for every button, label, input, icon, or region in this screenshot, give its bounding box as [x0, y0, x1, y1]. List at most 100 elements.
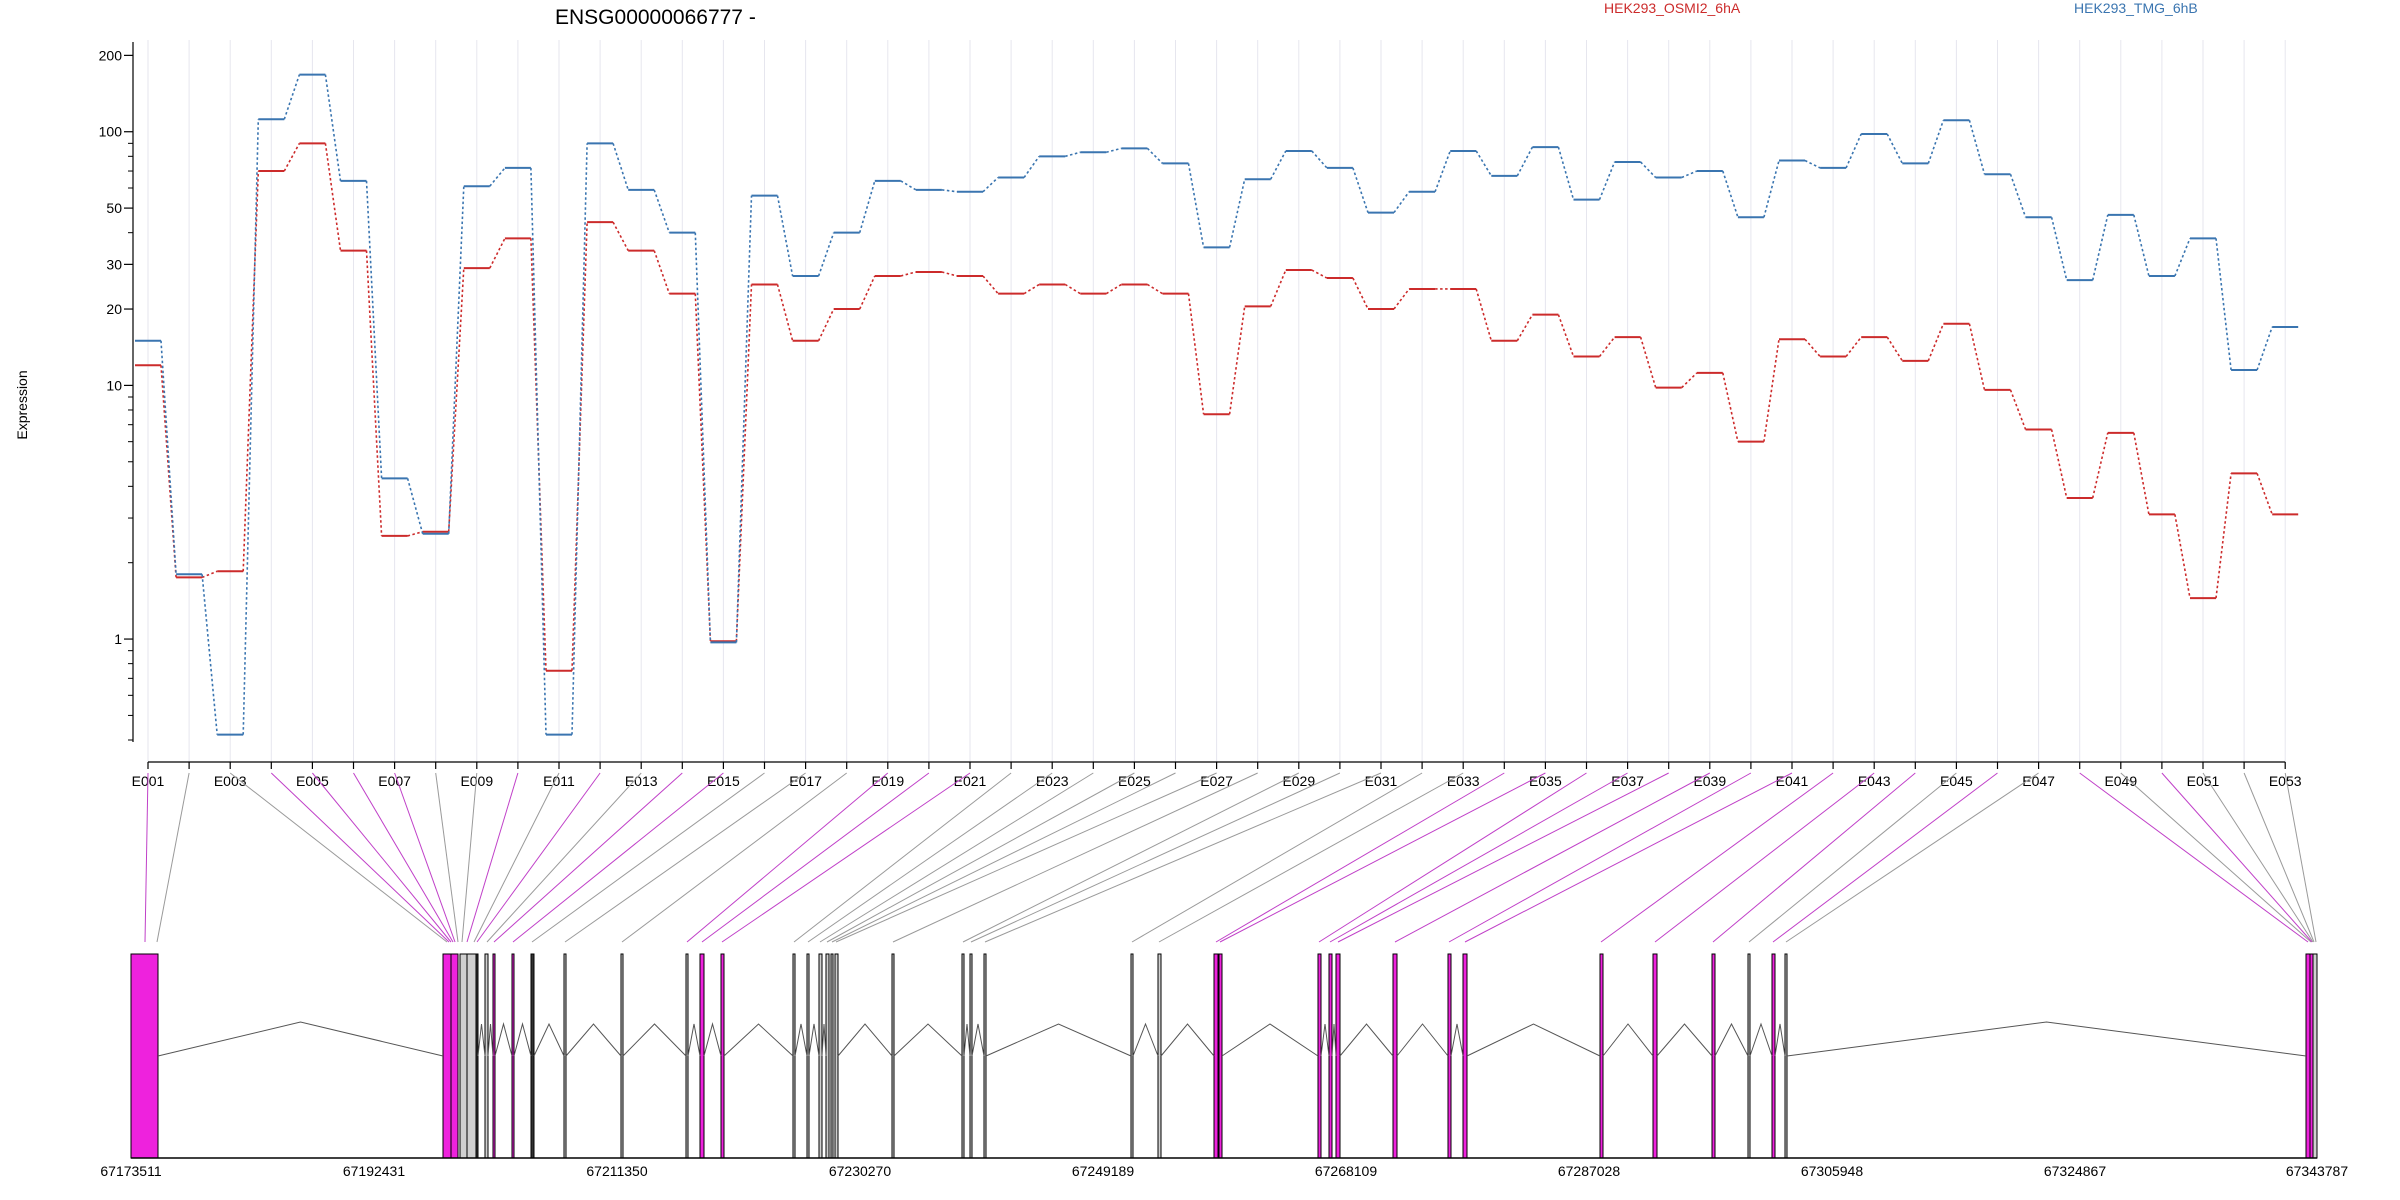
- series-connector: [283, 142, 301, 172]
- intron-line: [1602, 1023, 1654, 1057]
- series-connector: [406, 478, 424, 535]
- series-connector: [1845, 133, 1862, 169]
- exon-connector: [1318, 772, 1587, 943]
- series-connector: [1763, 160, 1780, 218]
- exon-block: [1328, 953, 1333, 1159]
- exon-connector: [144, 772, 149, 943]
- intron-line: [1396, 1023, 1449, 1057]
- genome-tick-label: 67343787: [2286, 1163, 2349, 1179]
- x-tick-label: E013: [625, 773, 658, 789]
- x-tick-label: E047: [2022, 773, 2055, 789]
- series-connector: [2133, 214, 2150, 277]
- intron-line: [985, 1023, 1132, 1057]
- series-connector: [447, 186, 465, 534]
- exon-connector: [394, 772, 456, 943]
- vertical-gridlines: [147, 40, 2286, 762]
- x-tick-label: E011: [543, 773, 575, 789]
- exon-connector: [512, 772, 724, 943]
- exon-connector: [1448, 772, 1752, 943]
- intron-line: [808, 1023, 820, 1057]
- series-connector: [201, 570, 218, 579]
- exon-block: [891, 953, 895, 1159]
- x-tick-label: E035: [1529, 773, 1562, 789]
- intron-line: [723, 1023, 794, 1057]
- exon-connector: [2243, 772, 2315, 943]
- exon-connector: [1337, 772, 1669, 943]
- series-connector: [1105, 283, 1122, 295]
- series-connector: [1311, 269, 1328, 279]
- exon-connector: [466, 772, 519, 943]
- genome-tick-label: 67268109: [1315, 1163, 1378, 1179]
- exon-connector: [1712, 772, 1916, 943]
- exon-block: [2305, 953, 2311, 1159]
- intron-line: [1786, 1021, 2307, 1057]
- x-tick-label: E019: [871, 773, 904, 789]
- series-connector: [283, 74, 301, 120]
- series-connector: [530, 167, 547, 735]
- exon-connector: [531, 772, 765, 943]
- series-connector: [2215, 473, 2232, 599]
- exon-connector: [970, 772, 1341, 943]
- exon-connector: [1772, 772, 1998, 943]
- exon-connector: [892, 772, 1258, 943]
- genome-tick-label: 67211350: [586, 1163, 647, 1179]
- intron-line: [1714, 1022, 1749, 1057]
- exon-connector: [1329, 772, 1628, 943]
- exon-connector: [807, 772, 1053, 943]
- series-connector: [365, 250, 383, 536]
- series-connector: [982, 176, 999, 193]
- exon-connector: [721, 772, 971, 943]
- exon-connector: [473, 772, 560, 943]
- series-connector: [2256, 473, 2273, 515]
- y-tick-label: 20: [106, 301, 122, 317]
- exon-connector: [1600, 772, 1834, 943]
- series-connector: [982, 275, 999, 295]
- series-connector: [735, 284, 753, 642]
- exon-block: [961, 953, 965, 1159]
- series-connector: [735, 195, 753, 643]
- series-connector: [1516, 146, 1534, 177]
- series-connector: [900, 271, 917, 277]
- exon-block: [1218, 953, 1223, 1159]
- series-connector: [941, 271, 958, 277]
- exon-connector: [835, 772, 1217, 943]
- intron-line: [1339, 1023, 1394, 1057]
- exon-connector: [686, 772, 889, 943]
- exon-block: [685, 953, 689, 1159]
- x-tick-label: E049: [2104, 773, 2137, 789]
- series-connector: [817, 308, 835, 342]
- genome-tick-label: 67287028: [1558, 1163, 1621, 1179]
- series-connector: [1146, 283, 1163, 295]
- series-connector: [1269, 269, 1287, 307]
- exon-connector: [826, 772, 1135, 943]
- exon-block: [792, 953, 796, 1159]
- x-tick-label: E045: [1940, 773, 1973, 789]
- series-connector: [2050, 217, 2068, 281]
- exon-connector: [2284, 772, 2317, 943]
- series-connector: [324, 143, 342, 251]
- exon-connector: [2161, 772, 2313, 943]
- intron-line: [1221, 1023, 1319, 1057]
- series-connector: [1434, 150, 1451, 193]
- intron-line: [703, 1022, 722, 1057]
- x-tick-label: E033: [1447, 773, 1480, 789]
- x-tick-label: E017: [789, 773, 822, 789]
- series-connector: [612, 221, 629, 251]
- series-connector: [201, 574, 218, 735]
- x-tick-label: E025: [1118, 773, 1151, 789]
- series-connector: [2256, 326, 2273, 371]
- series-connector: [2133, 432, 2150, 515]
- series-connector: [858, 180, 876, 233]
- series-connector: [365, 180, 383, 479]
- series-connector: [1886, 133, 1904, 164]
- expression-series: [135, 73, 2299, 736]
- exon-connector: [229, 772, 448, 943]
- exon-block: [699, 953, 705, 1159]
- intron-line: [513, 1022, 532, 1057]
- exon-block: [1784, 953, 1788, 1159]
- exon-block: [1462, 953, 1468, 1159]
- exon-block: [484, 953, 489, 1159]
- exon-block: [830, 953, 834, 1159]
- series-connector: [160, 340, 177, 575]
